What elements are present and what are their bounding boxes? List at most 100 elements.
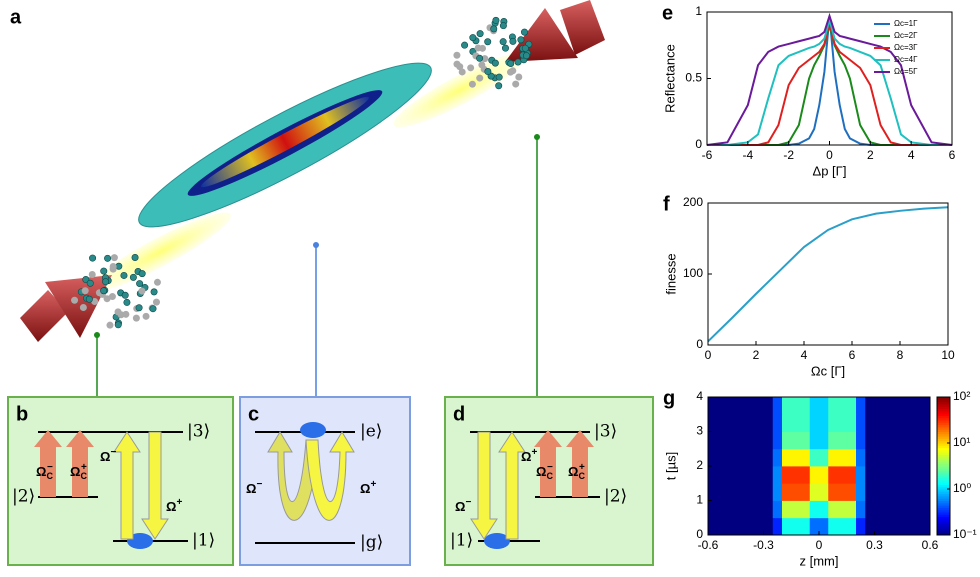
atom — [71, 296, 79, 304]
colorbar-step — [937, 528, 950, 531]
y-axis-label: Reflectance — [662, 44, 677, 113]
colorbar-label: 10⁻¹ — [953, 527, 977, 541]
ket: |g⟩ — [360, 533, 383, 553]
colorbar-step — [937, 516, 950, 520]
heat-cell — [763, 466, 774, 484]
beam — [393, 52, 527, 128]
heat-cell — [874, 397, 894, 415]
heat-cell — [874, 517, 894, 536]
heat-cell — [846, 517, 857, 536]
heat-cell — [893, 431, 931, 450]
heat-cell — [865, 397, 875, 415]
atom — [103, 295, 111, 303]
stem-dot — [94, 332, 100, 338]
colorbar-step — [937, 518, 950, 522]
heat-cell — [874, 500, 894, 519]
atom — [114, 308, 122, 316]
heat-cell — [846, 500, 857, 519]
colorbar-step — [937, 417, 950, 421]
colorbar-step — [937, 463, 950, 467]
heat-cell — [745, 448, 764, 467]
atom — [150, 288, 158, 296]
x-tick-label: 6 — [949, 148, 956, 162]
atom — [120, 271, 128, 279]
heat-cell — [772, 517, 783, 536]
y-tick-label: 4 — [696, 389, 703, 403]
colorbar-step — [937, 454, 950, 458]
colorbar-step — [937, 498, 950, 501]
colorbar-step — [937, 401, 950, 405]
coupling-label: ΩC+ — [568, 462, 585, 482]
atom — [491, 59, 499, 67]
atom — [104, 254, 112, 262]
colorbar-step — [937, 426, 950, 430]
heat-cell — [856, 448, 866, 467]
atom — [106, 321, 114, 329]
cloud-core — [201, 96, 369, 188]
heat-cell — [708, 483, 746, 501]
heat-cell — [893, 483, 931, 501]
y-tick-label: 200 — [683, 195, 703, 209]
atom — [468, 80, 476, 88]
atom — [506, 68, 514, 76]
x-tick-label: 6 — [849, 348, 856, 362]
coupling-label: Ω− — [100, 447, 116, 465]
heat-cell — [837, 517, 848, 536]
symbol: Ω — [521, 449, 531, 464]
colorbar-step — [937, 410, 950, 414]
symbol: Ω — [455, 499, 465, 514]
heat-cell — [745, 431, 764, 450]
superscript: − — [547, 462, 553, 473]
colorbar-step — [937, 507, 950, 511]
stem-dot — [534, 134, 540, 140]
superscript: − — [110, 447, 116, 458]
x-tick-label: -2 — [783, 148, 794, 162]
x-tick-label: -0.3 — [753, 538, 774, 552]
heat-cell — [809, 500, 820, 519]
coupling-label: Ω+ — [360, 479, 376, 497]
heat-cell — [763, 448, 774, 467]
symbol: Ω — [246, 481, 256, 496]
superscript: − — [256, 479, 262, 490]
heat-cell — [763, 431, 774, 450]
atom — [456, 63, 464, 71]
subscript: C — [578, 471, 585, 481]
atom — [131, 253, 139, 261]
atom — [100, 287, 108, 295]
subscript: C — [80, 471, 87, 481]
atom — [476, 30, 484, 38]
heat-cell — [846, 431, 857, 450]
colorbar-step — [937, 482, 950, 485]
superscript: + — [579, 462, 585, 473]
atom — [484, 38, 492, 46]
atom — [515, 73, 523, 81]
x-tick-label: -4 — [742, 148, 753, 162]
heat-cell — [708, 500, 746, 519]
heat-cell — [800, 466, 811, 484]
heat-cell — [708, 431, 746, 450]
heat-cell — [893, 466, 931, 484]
symbol: Ω — [166, 499, 176, 514]
colorbar-step — [937, 422, 950, 426]
x-axis-label: Δp [Γ] — [813, 163, 847, 178]
superscript: + — [81, 462, 87, 473]
heat-cell — [837, 483, 848, 501]
plot-frame — [707, 202, 949, 346]
ket: |3⟩ — [594, 422, 617, 442]
colorbar-step — [937, 468, 950, 472]
arrow — [34, 430, 62, 497]
heat-cell — [809, 414, 820, 432]
atom — [123, 298, 131, 306]
panel-box — [239, 396, 411, 566]
atom — [86, 279, 94, 287]
colorbar-step — [937, 500, 950, 504]
heat-cell — [856, 517, 866, 536]
heat-cell — [772, 448, 783, 467]
colorbar-step — [937, 397, 950, 400]
atom — [109, 263, 117, 271]
heat-cell — [763, 483, 774, 501]
atom — [495, 82, 503, 90]
heat-cell — [809, 483, 820, 501]
panel-label: e — [662, 2, 673, 24]
heat-cell — [708, 466, 746, 484]
